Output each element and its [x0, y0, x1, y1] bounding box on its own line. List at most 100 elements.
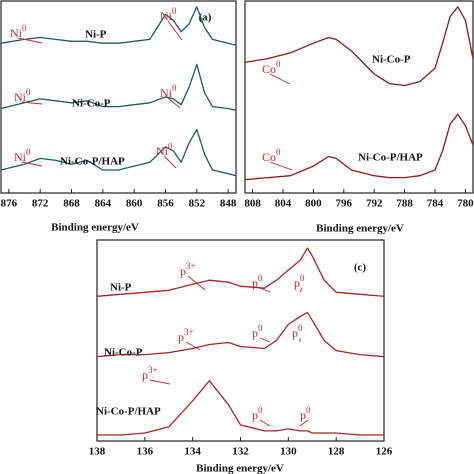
x-tick-label: 804: [275, 198, 292, 210]
spectrum-line: [0, 128, 237, 177]
annotation-sup: 0: [258, 323, 263, 333]
sample-label: Ni-Co-P/HAP: [96, 406, 161, 418]
annotation: Co0: [262, 147, 281, 164]
sample-label: Ni-Co-P: [372, 54, 411, 66]
x-tick-label: 800: [305, 198, 322, 210]
spectrum-line: [0, 63, 237, 112]
x-tick-label: 792: [366, 198, 383, 210]
annotation-text: Ni: [10, 26, 23, 40]
annotation-text: p: [142, 368, 148, 382]
annotation-text: Ni: [160, 86, 173, 100]
annotation-arrow: [259, 337, 271, 343]
x-tick-label: 132: [232, 446, 249, 458]
annotation-sup: 0: [306, 405, 311, 415]
annotation-arrow: [185, 341, 201, 351]
annotation: Co0: [262, 59, 281, 76]
annotation-sup: 3+: [148, 365, 158, 375]
sample-label: Ni-Co-P/HAP: [358, 152, 423, 164]
annotation: p0: [252, 323, 263, 340]
annotation-arrow: [187, 275, 206, 291]
x-tick-label: 864: [95, 198, 112, 210]
annotation: p0: [294, 273, 305, 290]
annotation-text: Ni: [14, 150, 27, 164]
annotation-arrow: [167, 97, 181, 109]
annotation: p3+: [178, 327, 194, 344]
annotation-text: p: [300, 408, 306, 422]
annotation-arrow: [21, 101, 43, 105]
annotation-arrow: [259, 287, 271, 293]
annotation-sup: 0: [258, 405, 263, 415]
annotation-sup: 0: [172, 83, 177, 93]
annotation-sup: 0: [22, 23, 27, 33]
annotation-arrow: [21, 161, 43, 167]
annotation-sup: 0: [276, 59, 281, 69]
x-tick-label: 138: [89, 446, 106, 458]
spectrum-line: [96, 311, 385, 358]
sample-label: Ni-P: [85, 29, 107, 41]
x-axis-label: Binding energy/eV: [196, 463, 284, 474]
x-tick-label: 130: [280, 446, 297, 458]
x-tick-label: 872: [32, 198, 49, 210]
annotation-arrow: [269, 73, 291, 85]
x-tick-label: 784: [427, 198, 444, 210]
annotation-sup: 0: [168, 141, 173, 151]
sample-label: Ni-Co-P: [104, 347, 143, 359]
annotation-sup: 0: [298, 323, 303, 333]
x-tick-label: 876: [1, 198, 18, 210]
x-tick-label: 126: [376, 446, 393, 458]
annotation-sup: 0: [258, 273, 263, 283]
annotation: p0: [300, 405, 311, 422]
spectrum-line: [97, 380, 384, 436]
annotation: p0: [252, 405, 263, 422]
annotation-arrow: [149, 379, 171, 385]
x-tick-label: 796: [336, 198, 353, 210]
annotation-arrow: [17, 37, 43, 44]
annotation: p0: [292, 323, 303, 340]
plot-frame: [244, 0, 474, 194]
annotation: p3+: [180, 261, 196, 278]
annotation-sup: 3+: [186, 261, 196, 271]
annotation: p0: [252, 273, 263, 290]
annotation-arrow: [299, 419, 309, 427]
x-tick-label: 860: [126, 198, 143, 210]
annotation-sup: 0: [276, 147, 281, 157]
annotation-text: p: [252, 408, 258, 422]
annotation-arrow: [167, 20, 183, 41]
annotation-sup: 0: [172, 6, 177, 16]
annotation: Ni0: [14, 147, 31, 164]
annotation-sup: 3+: [184, 327, 194, 337]
sample-label: Ni-Co-P: [72, 98, 111, 110]
annotation-text: p: [292, 326, 298, 340]
x-tick-label: 780: [457, 198, 474, 210]
annotation-sup: 0: [26, 87, 31, 97]
annotation-arrow: [269, 161, 293, 171]
plot-frame: [0, 0, 237, 194]
annotation: Ni0: [156, 141, 173, 158]
spectrum-line: [244, 6, 474, 87]
sample-label: Ni-P: [110, 282, 132, 294]
annotation: Ni0: [14, 87, 31, 104]
annotation-text: Co: [262, 150, 276, 164]
panel-label: (c): [354, 262, 367, 274]
spectrum-line: [244, 113, 474, 181]
spectrum-line: [0, 6, 237, 46]
x-tick-label: 788: [396, 198, 413, 210]
annotation: Ni0: [10, 23, 27, 40]
x-tick-label: 848: [220, 198, 237, 210]
x-tick-label: 808: [244, 198, 261, 210]
x-tick-label: 134: [184, 446, 201, 458]
x-tick-label: 868: [63, 198, 80, 210]
annotation: p3+: [142, 365, 158, 382]
annotation-text: Ni: [156, 144, 169, 158]
annotation-text: p: [294, 276, 300, 290]
annotation-text: p: [180, 264, 186, 278]
annotation-text: Ni: [14, 90, 27, 104]
annotation-text: p: [178, 330, 184, 344]
x-axis-label: Binding energy/eV: [316, 223, 404, 235]
annotation-text: p: [252, 276, 258, 290]
x-tick-label: 136: [137, 446, 154, 458]
annotation-arrow: [259, 419, 271, 427]
annotation: Ni0: [160, 83, 177, 100]
annotation-arrow: [299, 287, 303, 293]
